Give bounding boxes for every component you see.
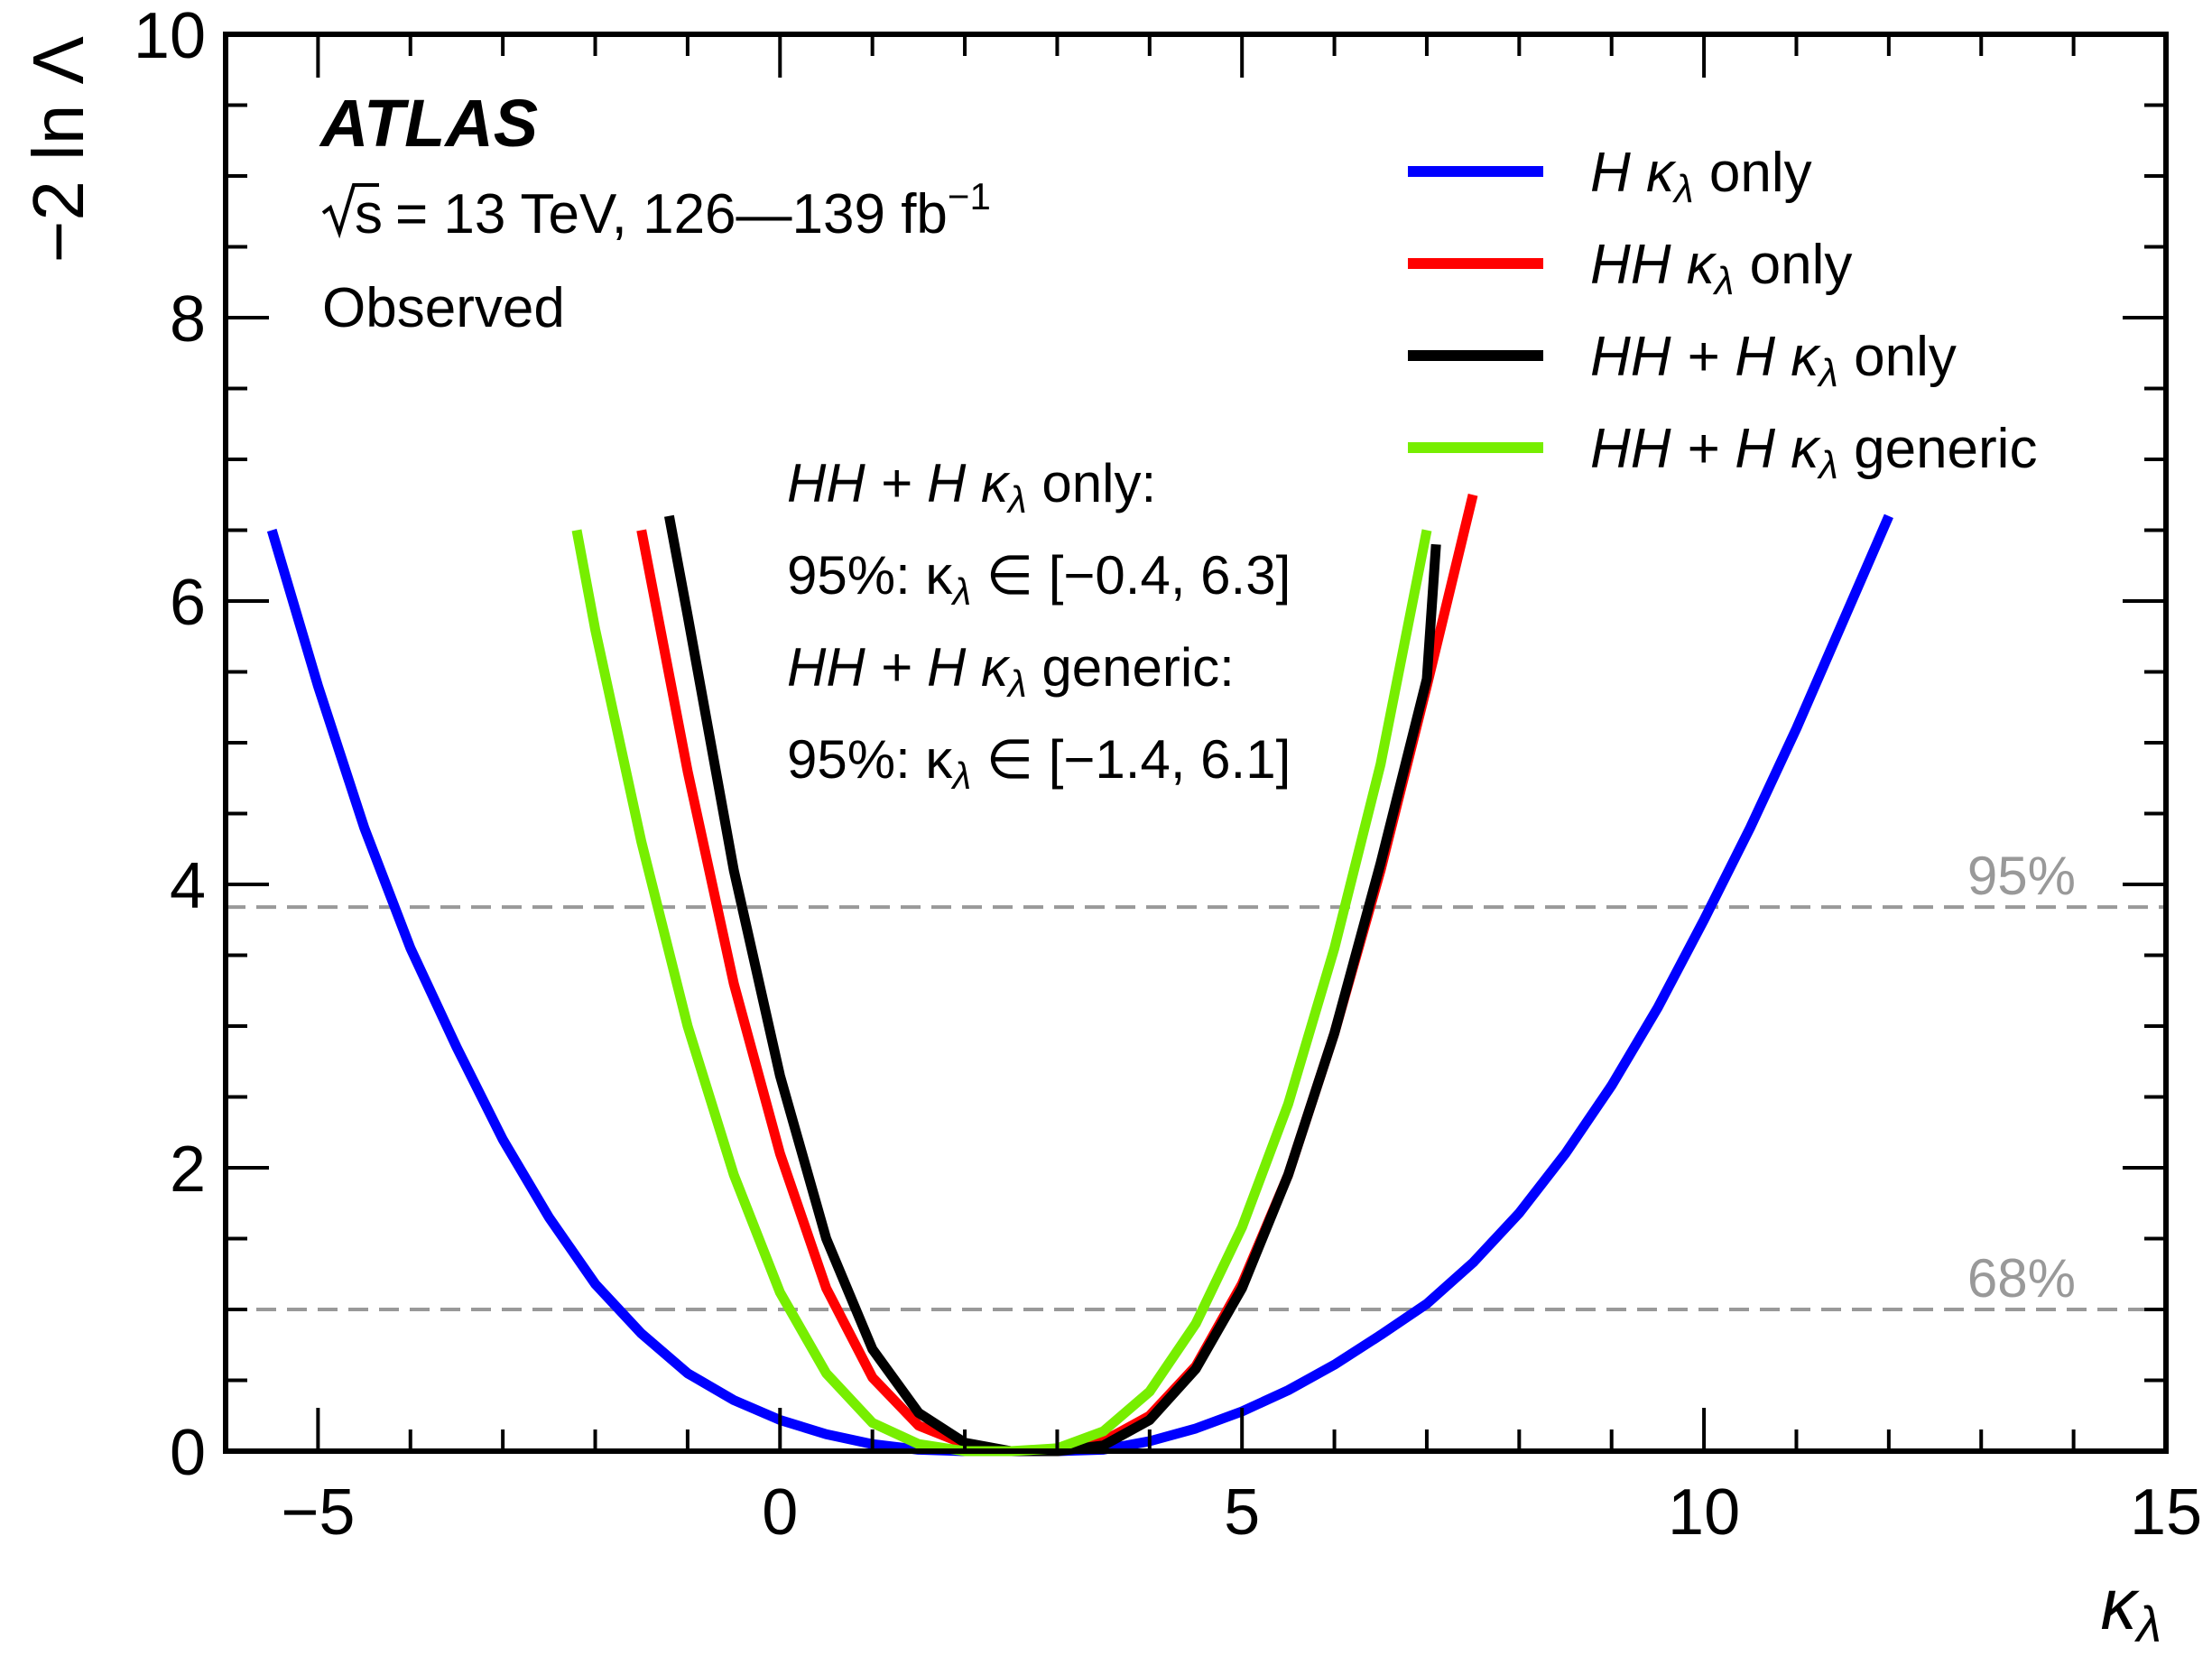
reference-lines: 95% 68% (226, 846, 2166, 1311)
note1-post: only: (1027, 453, 1156, 513)
y-tick-label: 8 (170, 283, 206, 356)
y-tick-label: 6 (170, 567, 206, 639)
note3-sub: λ (1006, 662, 1027, 705)
observed-label: Observed (322, 277, 565, 339)
axis-ticks (224, 32, 2168, 1453)
note4-post: ∈ [−1.4, 6.1] (971, 729, 1291, 790)
reference-label-68pct: 68% (1967, 1248, 2076, 1309)
tick-labels: −5 0 5 10 15 0 2 4 6 8 10 (134, 0, 2202, 1549)
x-tick-label: 10 (1668, 1476, 1740, 1549)
note2-pre: 95%: κ (787, 545, 953, 606)
note-hh-h-generic: HH + H κλ generic: (787, 637, 1235, 705)
y-tick-label: 2 (170, 1133, 206, 1206)
legend-label-2: HH κλ only (1590, 234, 1852, 303)
note4-pre: 95%: κ (787, 729, 953, 790)
legend-label-1: H κλ only (1590, 142, 1812, 211)
plot-area: 95% 68% −5 0 5 10 15 0 2 4 6 8 10 (134, 0, 2202, 1549)
x-tick-label: 5 (1224, 1476, 1260, 1549)
y-tick-label: 10 (134, 0, 206, 72)
note-interval-generic: 95%: κλ ∈ [−1.4, 6.1] (787, 729, 1291, 797)
energy-label: s = 13 TeV, 126—139 fb−1 (321, 175, 991, 245)
x-axis-title-sub: λ (2133, 1596, 2161, 1652)
y-tick-label: 4 (170, 850, 206, 922)
y-axis-title: −2 ln Λ (18, 35, 98, 263)
energy-sup: −1 (948, 175, 991, 217)
legend: H κλ only HH κλ only HH + H κλ only HH + H … (1408, 142, 2037, 487)
x-tick-label: 15 (2130, 1476, 2202, 1549)
note2-sub: λ (950, 570, 971, 613)
x-tick-label: −5 (281, 1476, 355, 1549)
sqrt-symbol (321, 183, 379, 239)
note-interval-only: 95%: κλ ∈ [−0.4, 6.3] (787, 545, 1291, 613)
x-axis-title-main: κ (2100, 1564, 2140, 1644)
legend-label-3: HH + H κλ only (1590, 326, 1957, 395)
reference-label-95pct: 95% (1967, 846, 2076, 906)
note2-post: ∈ [−0.4, 6.3] (971, 545, 1291, 606)
sqrt-s-text: s (355, 183, 383, 245)
svg-text:s= 13 TeV, 126—139 fb−1: s = 13 TeV, 126—139 fb−1 (355, 175, 991, 245)
note3-pre: HH + H κ (787, 637, 1011, 698)
y-tick-label: 0 (170, 1417, 206, 1489)
note1-pre: HH + H κ (787, 453, 1011, 513)
legend-label-4: HH + H κλ generic (1590, 418, 2037, 487)
note4-sub: λ (950, 754, 971, 797)
x-tick-label: 0 (762, 1476, 798, 1549)
note1-sub: λ (1006, 478, 1027, 521)
note3-post: generic: (1027, 637, 1235, 698)
energy-text: = 13 TeV, 126—139 fb (395, 183, 948, 245)
atlas-label: ATLAS (319, 86, 538, 161)
x-axis-title: κλ (2100, 1564, 2161, 1652)
note-hh-h-only: HH + H κλ only: (787, 453, 1156, 521)
